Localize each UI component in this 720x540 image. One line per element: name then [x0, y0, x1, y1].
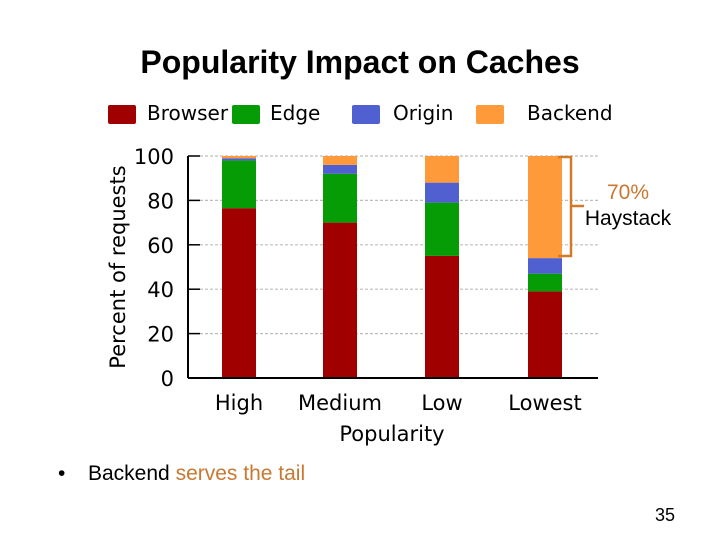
page-number: 35: [654, 505, 676, 525]
bullet-text: Backend: [88, 462, 176, 485]
bar-segment-origin: [425, 182, 459, 203]
bar-segment-backend: [222, 156, 256, 159]
legend-label-backend: Backend: [527, 101, 613, 125]
legend-swatch-backend: [476, 105, 504, 124]
x-axis-label: Popularity: [339, 422, 444, 446]
y-tick-label: 40: [147, 278, 174, 302]
x-tick-label: Low: [421, 391, 462, 415]
bar-segment-edge: [222, 160, 256, 209]
bar-segment-browser: [222, 208, 256, 378]
legend-swatch-origin: [352, 105, 380, 124]
bar-segment-browser: [323, 222, 357, 378]
bar-segment-edge: [528, 273, 562, 292]
x-tick-label: Medium: [298, 391, 382, 415]
chart-legend: Browser Edge Origin Backend: [108, 101, 613, 125]
y-tick-label: 0: [161, 367, 174, 391]
bullet-marker: •: [58, 462, 66, 485]
bar-segment-browser: [528, 291, 562, 378]
bar-segment-backend: [425, 156, 459, 183]
y-tick-label: 60: [147, 234, 174, 258]
legend-label-edge: Edge: [270, 101, 320, 125]
y-tick-label: 80: [147, 189, 174, 213]
bar-segment-edge: [425, 202, 459, 256]
bar-segment-origin: [222, 158, 256, 161]
x-tick-label: Lowest: [508, 391, 581, 415]
haystack-annotation: 70% Haystack: [576, 180, 680, 232]
bar-segment-browser: [425, 255, 459, 378]
bullet-accent-text: serves the tail: [175, 462, 306, 485]
bar-segment-edge: [323, 173, 357, 223]
legend-label-browser: Browser: [147, 101, 229, 125]
chart-bars: [222, 156, 562, 378]
bar-segment-backend: [323, 156, 357, 165]
legend-swatch-edge: [232, 105, 260, 124]
bullet-point: • Backend serves the tail: [58, 462, 305, 486]
haystack-bracket: [558, 155, 584, 258]
legend-label-origin: Origin: [393, 101, 453, 125]
y-tick-label: 20: [147, 323, 174, 347]
slide-title: Popularity Impact on Caches: [140, 44, 580, 80]
annotation-percent: 70%: [606, 181, 650, 204]
bar-segment-origin: [528, 258, 562, 274]
x-tick-label: High: [215, 391, 263, 415]
y-axis-label: Percent of requests: [106, 165, 130, 368]
annotation-label: Haystack: [584, 207, 672, 230]
bar-segment-backend: [528, 156, 562, 259]
legend-swatch-browser: [108, 105, 136, 124]
y-tick-label: 100: [134, 145, 174, 169]
bar-segment-origin: [323, 164, 357, 174]
